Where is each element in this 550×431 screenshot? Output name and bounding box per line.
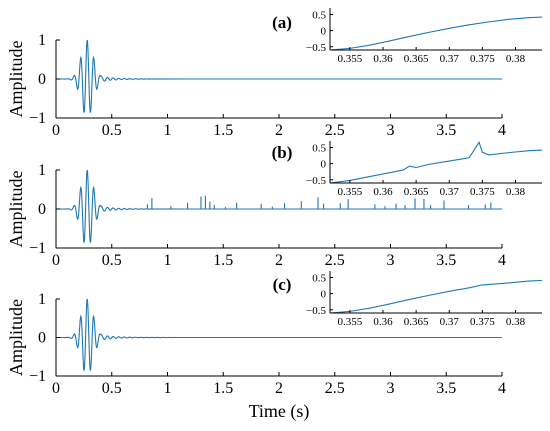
x-tick-label: 3 [387,252,395,269]
x-tick-label: 1.5 [213,380,233,397]
inset-x-tick-label: 0.38 [506,316,526,328]
x-tick-label: 4 [498,380,506,397]
inset-x-tick-label: 0.365 [404,186,429,198]
signal-line [56,169,502,243]
inset-x-tick-label: 0.355 [338,186,363,198]
inset-x-tick-label: 0.365 [404,53,429,65]
inset-x-tick-label: 0.38 [506,53,526,65]
inset-c: 0.355 0.36 0.365 0.37 0.375 0.38 0.5 0 −0.5 [306,271,543,328]
x-tick-label: 1 [164,122,172,139]
x-tick-label: 2 [275,122,283,139]
inset-x-tick-label: 0.37 [440,316,460,328]
y-axis-label: Amplitude [6,170,26,247]
inset-y-tick-label: −0.5 [306,175,326,187]
inset-background [330,8,542,50]
inset-a: 0.355 0.36 0.365 0.37 0.375 0.38 0.5 0 −0.5 [306,8,543,65]
inset-y-tick-label: 0.5 [312,272,326,284]
inset-y-tick-label: 0.5 [312,142,326,154]
inset-background [330,271,542,313]
inset-x-tick-label: 0.355 [338,316,363,328]
inset-x-tick-label: 0.365 [404,316,429,328]
x-axis-label: Time (s) [249,401,310,422]
x-tick-label: 0 [52,380,60,397]
inset-y-tick-label: 0 [321,26,327,38]
inset-x-tick-label: 0.36 [373,53,393,65]
x-tick-label: 2 [275,252,283,269]
x-tick-label: 3.5 [436,252,456,269]
inset-y-tick-label: −0.5 [306,305,326,317]
signal-line [56,39,502,113]
x-tick-label: 0 [52,252,60,269]
x-tick-label: 0.5 [102,252,122,269]
y-tick-label: 0 [38,330,46,347]
panel-label: (a) [272,13,292,32]
inset-y-tick-label: 0.5 [312,9,326,21]
y-tick-label: 0 [38,201,46,218]
y-axis-label: Amplitude [6,299,26,376]
inset-y-tick-label: 0 [321,159,327,171]
inset-x-tick-label: 0.37 [440,186,460,198]
inset-signal-line [329,16,543,51]
y-tick-label: 1 [38,162,46,179]
x-tick-label: 4 [498,122,506,139]
inset-x-tick-label: 0.375 [470,316,495,328]
x-tick-label: 1.5 [213,252,233,269]
y-tick-label: 1 [38,32,46,49]
inset-x-tick-label: 0.36 [373,186,393,198]
inset-x-tick-label: 0.37 [440,53,460,65]
x-tick-label: 3 [387,122,395,139]
x-tick-label: 0 [52,122,60,139]
signal-line [56,298,502,371]
inset-y-tick-label: 0 [321,289,327,301]
x-tick-label: 2 [275,380,283,397]
x-tick-label: 3.5 [436,122,456,139]
y-tick-label: −1 [29,368,46,385]
inset-b: 0.355 0.36 0.365 0.37 0.375 0.38 0.5 0 −0.5 [306,141,543,198]
x-tick-label: 2.5 [325,252,345,269]
x-tick-label: 1 [164,380,172,397]
y-axis-label: Amplitude [6,40,26,117]
x-tick-label: 0.5 [102,122,122,139]
x-tick-label: 0.5 [102,380,122,397]
y-tick-label: −1 [29,240,46,257]
y-tick-label: 1 [38,291,46,308]
inset-signal-line [329,279,543,314]
panel-label: (b) [272,143,293,162]
inset-x-tick-label: 0.36 [373,316,393,328]
x-tick-label: 4 [498,252,506,269]
inset-x-tick-label: 0.375 [470,53,495,65]
x-tick-label: 2.5 [325,380,345,397]
y-tick-label: 0 [38,71,46,88]
inset-background [330,141,542,183]
inset-y-tick-label: −0.5 [306,42,326,54]
x-tick-label: 3 [387,380,395,397]
inset-x-tick-label: 0.38 [506,186,526,198]
x-tick-label: 1.5 [213,122,233,139]
y-tick-label: −1 [29,110,46,127]
inset-signal-line [329,141,543,184]
inset-x-tick-label: 0.375 [470,186,495,198]
x-tick-label: 3.5 [436,380,456,397]
x-tick-label: 2.5 [325,122,345,139]
inset-x-tick-label: 0.355 [338,53,363,65]
x-tick-label: 1 [164,252,172,269]
panel-label: (c) [273,275,292,294]
